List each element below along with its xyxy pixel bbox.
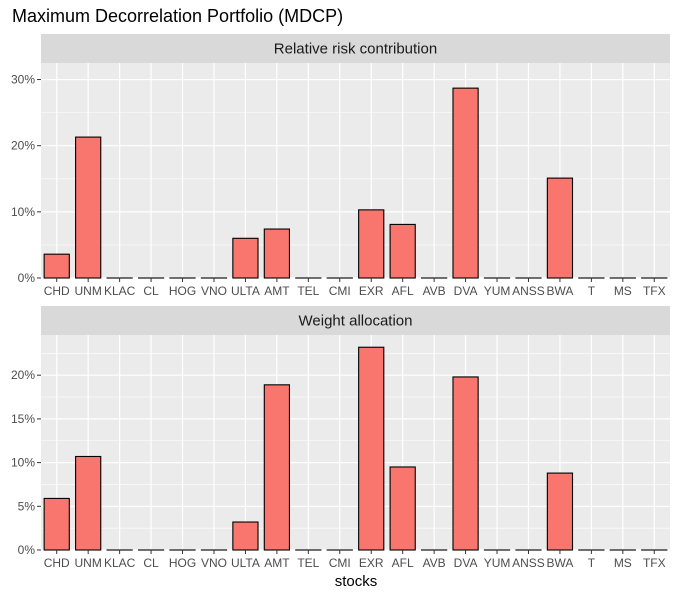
bar-amt [264, 229, 289, 278]
x-tick-label: EXR [359, 284, 384, 298]
panel-background [41, 63, 670, 278]
facet-strip-label: Relative risk contribution [274, 41, 437, 58]
x-tick-label: AFL [392, 556, 414, 570]
bar-unm [76, 456, 101, 550]
y-tick-label: 0% [18, 271, 36, 285]
x-tick-label: DVA [454, 556, 478, 570]
x-tick-label: TFX [643, 284, 666, 298]
bar-afl [390, 224, 415, 278]
x-tick-label: ANSS [512, 284, 545, 298]
x-tick-label: YUM [484, 556, 511, 570]
bar-bwa [547, 178, 572, 278]
facet-strip-label: Weight allocation [299, 313, 413, 330]
bar-dva [453, 88, 478, 278]
bar-ulta [233, 522, 258, 550]
x-tick-label: CHD [44, 556, 70, 570]
x-tick-label: TEL [297, 556, 319, 570]
y-tick-label: 20% [11, 368, 35, 382]
x-tick-label: ANSS [512, 556, 545, 570]
chart-title: Maximum Decorrelation Portfolio (MDCP) [12, 6, 343, 26]
x-tick-label: TFX [643, 556, 666, 570]
x-tick-label: CL [143, 556, 159, 570]
x-tick-label: YUM [484, 284, 511, 298]
x-tick-label: AMT [264, 284, 290, 298]
facet-panel-1: Relative risk contribution 0% 10% 20% 30% CHD… [11, 34, 670, 298]
x-tick-label: VNO [201, 284, 227, 298]
x-tick-label: EXR [359, 556, 384, 570]
x-tick-label: BWA [546, 556, 573, 570]
x-tick-label: KLAC [104, 556, 136, 570]
x-tick-label: CMI [329, 284, 351, 298]
x-tick-label: HOG [169, 556, 196, 570]
x-axis-title: stocks [335, 573, 378, 590]
y-tick-label: 15% [11, 412, 35, 426]
facet-panels: Relative risk contribution 0% 10% 20% 30% CHD… [11, 34, 670, 570]
x-tick-label: MS [614, 284, 632, 298]
bar-bwa [547, 473, 572, 550]
x-tick-label: AMT [264, 556, 290, 570]
x-tick-label: AVB [423, 284, 446, 298]
x-tick-label: DVA [454, 284, 478, 298]
x-tick-label: ULTA [231, 284, 260, 298]
x-tick-label: T [588, 284, 596, 298]
y-tick-label: 30% [11, 73, 35, 87]
y-tick-label: 5% [18, 499, 36, 513]
x-tick-label: UNM [75, 556, 102, 570]
x-tick-label: T [588, 556, 596, 570]
y-tick-label: 0% [18, 543, 36, 557]
bar-ulta [233, 238, 258, 278]
x-tick-label: KLAC [104, 284, 136, 298]
y-tick-label: 10% [11, 456, 35, 470]
x-tick-label: VNO [201, 556, 227, 570]
x-tick-label: ULTA [231, 556, 260, 570]
x-tick-label: BWA [546, 284, 573, 298]
bar-chd [44, 498, 69, 550]
x-tick-label: CL [143, 284, 159, 298]
x-tick-label: AFL [392, 284, 414, 298]
y-tick-label: 20% [11, 139, 35, 153]
x-tick-label: CHD [44, 284, 70, 298]
x-tick-label: HOG [169, 284, 196, 298]
bar-exr [359, 347, 384, 550]
x-tick-label: TEL [297, 284, 319, 298]
bar-chd [44, 254, 69, 278]
panel-background [41, 335, 670, 550]
x-tick-label: AVB [423, 556, 446, 570]
y-tick-label: 10% [11, 205, 35, 219]
bar-afl [390, 467, 415, 550]
bar-unm [76, 137, 101, 278]
x-tick-label: CMI [329, 556, 351, 570]
bar-exr [359, 210, 384, 278]
x-tick-label: UNM [75, 284, 102, 298]
bar-dva [453, 377, 478, 550]
bar-amt [264, 385, 289, 550]
x-tick-label: MS [614, 556, 632, 570]
